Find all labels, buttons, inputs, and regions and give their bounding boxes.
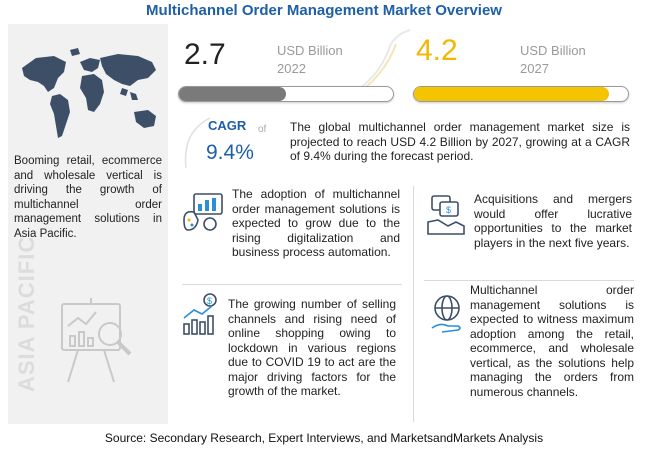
divider-right xyxy=(424,280,634,281)
point-3-text: The growing number of selling channels a… xyxy=(228,297,396,398)
region-label: ASIA PACIFIC xyxy=(14,235,39,392)
bar-2022 xyxy=(178,86,394,102)
point-2-text: Acquisitions and mergers would offer luc… xyxy=(474,192,632,250)
source-note: Source: Secondary Research, Expert Inter… xyxy=(104,431,544,445)
unit-2027: USD Billion xyxy=(520,43,586,58)
handshake-money-icon: $ xyxy=(427,195,465,235)
presentation-analytics-icon xyxy=(61,298,132,383)
point-1-text: The adoption of multichannel order manag… xyxy=(232,187,400,259)
value-2022: 2.7 xyxy=(184,38,226,71)
svg-text:$: $ xyxy=(446,205,451,215)
svg-text:$: $ xyxy=(207,296,212,306)
growth-bars-dollar-icon: $ xyxy=(183,293,217,335)
world-map-icon xyxy=(22,48,156,138)
year-2027: 2027 xyxy=(520,61,549,76)
globe-hand-icon xyxy=(431,295,461,333)
cagr-arc-icon xyxy=(184,117,211,169)
left-panel: Booming retail, ecommerce and wholesale … xyxy=(8,24,168,424)
cagr-description: The global multichannel order management… xyxy=(290,120,630,163)
value-2027: 4.2 xyxy=(416,34,458,67)
unit-2022: USD Billion xyxy=(277,43,343,58)
point-4-text: Multichannel order management solutions … xyxy=(470,283,634,399)
year-2022: 2022 xyxy=(277,61,306,76)
left-description: Booming retail, ecommerce and wholesale … xyxy=(14,155,162,240)
bar-2027-fill xyxy=(414,87,609,101)
bar-2022-fill xyxy=(179,87,286,101)
cagr-value: 9.4% xyxy=(206,141,254,164)
page-title: Multichannel Order Management Market Ove… xyxy=(146,2,502,19)
cagr-of: of xyxy=(258,124,267,135)
cagr-label: CAGR xyxy=(208,118,247,133)
divider-left xyxy=(182,284,402,285)
analytics-palette-icon xyxy=(183,193,223,231)
bar-2027 xyxy=(413,86,629,102)
divider-vertical xyxy=(413,186,414,422)
